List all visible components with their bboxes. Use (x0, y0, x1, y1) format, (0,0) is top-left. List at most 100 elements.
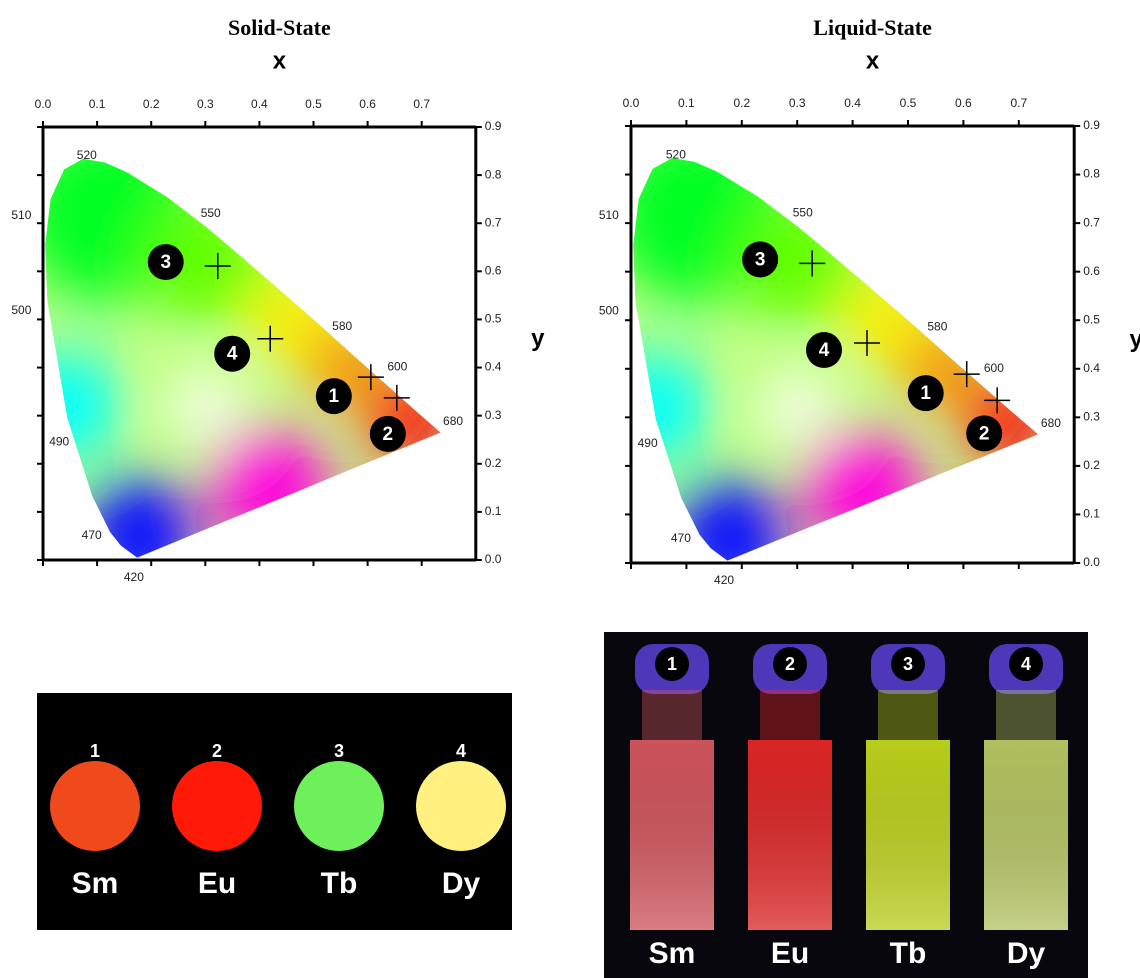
cie-point (204, 253, 231, 280)
x-tick-label: 0.2 (143, 97, 160, 111)
cuvette-neck (996, 690, 1056, 740)
sample-name: Sm (72, 867, 119, 900)
point-label: 3 (160, 252, 171, 273)
sample-number: 3 (903, 654, 913, 674)
wavelength-label: 580 (332, 319, 352, 333)
wavelength-label: 470 (671, 531, 691, 545)
cie-point (799, 250, 826, 277)
y-tick-label: 0.4 (1083, 361, 1100, 375)
sample-name: Eu (771, 937, 809, 970)
x-tick-label: 0.3 (197, 97, 214, 111)
x-tick-label: 0.0 (35, 97, 52, 111)
x-tick-label: 0.4 (251, 97, 268, 111)
point-label: 4 (227, 344, 238, 365)
x-tick-label: 0.4 (844, 96, 861, 110)
y-tick-label: 0.2 (485, 456, 502, 470)
point-badge (214, 335, 251, 372)
x-tick-label: 0.3 (789, 96, 806, 110)
wavelength-label: 550 (793, 206, 813, 220)
y-tick-label: 0.0 (1083, 555, 1100, 569)
x-axis-label: x (866, 47, 880, 74)
point-badge (907, 375, 944, 412)
x-axis-label: x (273, 47, 287, 74)
cie-point (953, 361, 980, 388)
point-label: 1 (920, 383, 931, 404)
point-label: 4 (819, 340, 830, 361)
sample-name: Eu (198, 867, 236, 900)
cuvette-neck (760, 690, 820, 740)
cuvette-glow (866, 740, 950, 930)
cuvette-glow (748, 740, 832, 930)
y-tick-label: 0.0 (485, 552, 502, 566)
y-tick-label: 0.8 (1083, 167, 1100, 181)
color-blob (670, 478, 791, 561)
wavelength-label: 600 (387, 360, 407, 374)
y-tick-label: 0.1 (1083, 507, 1100, 521)
sample-name: Tb (890, 937, 927, 970)
sample-number: 1 (667, 654, 677, 674)
cie-point (257, 325, 284, 352)
sample-number: 1 (90, 741, 100, 761)
wavelength-label: 680 (1041, 416, 1061, 430)
cie-point (854, 330, 881, 357)
color-blob (210, 427, 331, 548)
y-tick-label: 0.1 (485, 504, 502, 518)
wavelength-label: 520 (77, 148, 97, 162)
wavelength-label: 420 (714, 573, 734, 587)
color-blob (80, 475, 201, 558)
point-label: 2 (979, 423, 990, 444)
point-badge (369, 415, 406, 452)
sample-number: 2 (212, 741, 222, 761)
point-badge (147, 244, 184, 281)
wavelength-label: 550 (201, 206, 221, 220)
point-label: 2 (383, 424, 394, 445)
x-tick-label: 0.2 (733, 96, 750, 110)
y-tick-label: 0.7 (485, 215, 502, 229)
wavelength-label: 490 (49, 434, 69, 448)
color-blob (803, 430, 924, 551)
point-label: 1 (329, 386, 340, 407)
wavelength-label: 680 (443, 414, 463, 428)
wavelength-label: 520 (666, 147, 686, 161)
y-tick-label: 0.5 (1083, 312, 1100, 326)
point-badge (315, 378, 352, 415)
cie-point (383, 384, 410, 411)
wavelength-label: 580 (927, 320, 947, 334)
wavelength-label: 500 (11, 303, 31, 317)
cuvette-glow (984, 740, 1068, 930)
y-tick-label: 0.6 (485, 264, 502, 278)
y-tick-label: 0.4 (485, 360, 502, 374)
sample-number: 2 (785, 654, 795, 674)
cuvette-neck (642, 690, 702, 740)
y-tick-label: 0.2 (1083, 458, 1100, 472)
x-tick-label: 0.0 (623, 96, 640, 110)
color-blob (170, 371, 241, 442)
wavelength-label: 470 (82, 528, 102, 542)
sample-name: Sm (649, 937, 696, 970)
sample-name: Dy (1007, 937, 1046, 970)
sample-number: 4 (456, 741, 466, 761)
sample-name: Dy (442, 867, 481, 900)
sample-number: 4 (1021, 654, 1031, 674)
point-badge (806, 332, 843, 369)
sample-badge (655, 647, 689, 681)
cie-point (357, 364, 384, 391)
wavelength-label: 500 (599, 304, 619, 318)
sample-number: 3 (334, 741, 344, 761)
cie-point (984, 387, 1011, 414)
sample-disk (50, 761, 140, 851)
wavelength-label: 510 (599, 208, 619, 222)
x-tick-label: 0.5 (900, 96, 917, 110)
wavelength-label: 420 (124, 570, 144, 584)
y-tick-label: 0.3 (485, 408, 502, 422)
sample-disk (294, 761, 384, 851)
sample-badge (891, 647, 925, 681)
color-blob (762, 372, 833, 443)
x-tick-label: 0.1 (678, 96, 695, 110)
x-tick-label: 0.7 (413, 97, 430, 111)
cuvette-glow (630, 740, 714, 930)
sample-disk (416, 761, 506, 851)
y-axis-label: y (1130, 326, 1140, 353)
y-tick-label: 0.9 (1083, 118, 1100, 132)
